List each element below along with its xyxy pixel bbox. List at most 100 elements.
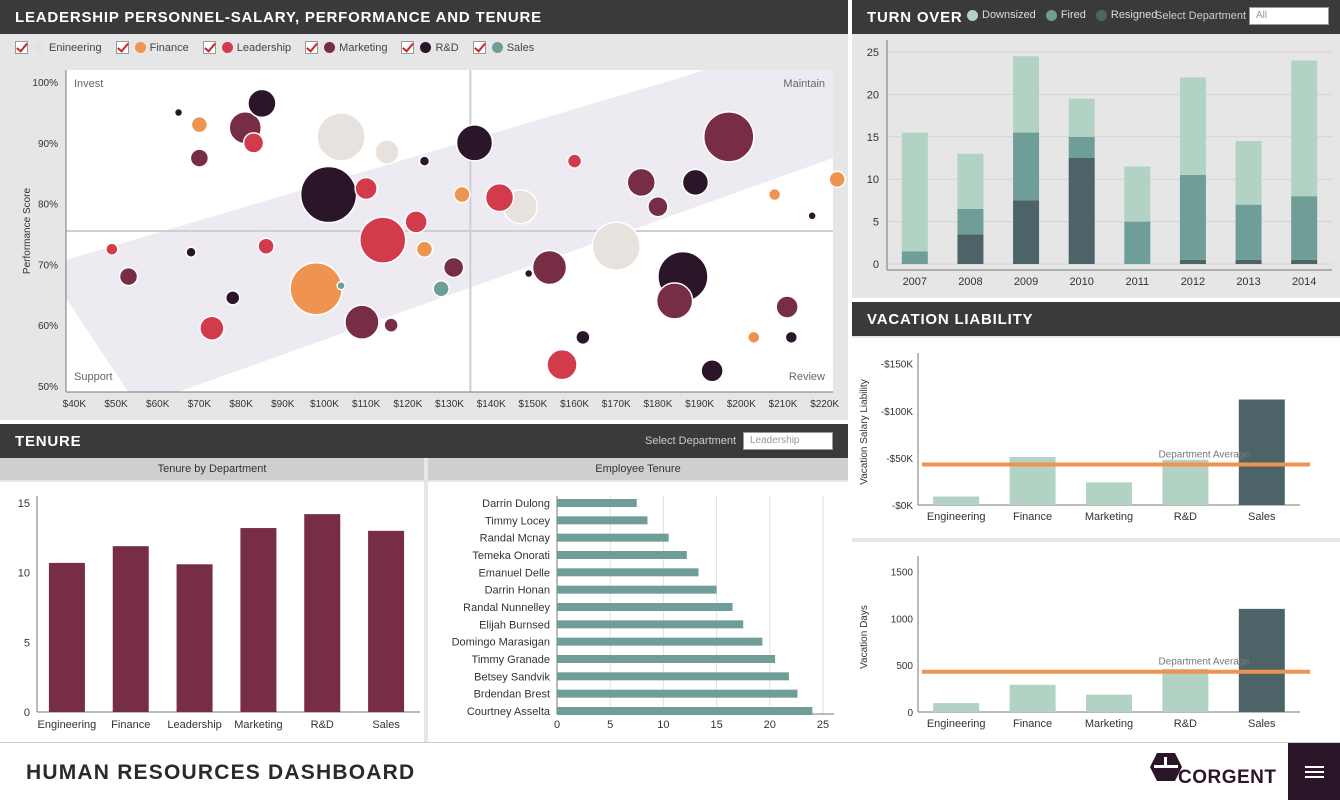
x-tick-label: 2008 bbox=[958, 276, 982, 288]
scatter-point bbox=[681, 168, 710, 197]
legend-item[interactable]: Enineering bbox=[15, 41, 102, 54]
x-tick-label: Marketing bbox=[234, 719, 282, 731]
employee-name-label: Betsey Sandvik bbox=[474, 671, 550, 683]
employee-name-label: Randal Mcnay bbox=[480, 533, 551, 545]
scatter-point bbox=[189, 148, 210, 168]
x-tick-label: $40K bbox=[63, 399, 87, 410]
turnover-select-label: Select Department bbox=[1155, 10, 1247, 22]
x-tick-label: $160K bbox=[560, 399, 589, 410]
legend-item[interactable]: R&D bbox=[401, 41, 459, 54]
scatter-point bbox=[442, 256, 465, 279]
x-tick-label: 2014 bbox=[1292, 276, 1316, 288]
x-tick-label: 2013 bbox=[1236, 276, 1260, 288]
legend-swatch bbox=[34, 42, 45, 53]
scatter-point bbox=[344, 304, 380, 340]
tenure-panel: TENURE Select Department Leadership Tenu… bbox=[0, 424, 848, 742]
turnover-bar-segment bbox=[1235, 259, 1262, 264]
turnover-chart: 0 5 10 15 20 25 2007 2008 2009 2010 2011 2012 2013 20… bbox=[867, 40, 1332, 288]
checkbox-checked-icon[interactable] bbox=[305, 41, 319, 54]
vacation-header: VACATION LIABILITY bbox=[852, 302, 1340, 336]
y-tick-label: 20 bbox=[867, 89, 879, 101]
menu-line-icon bbox=[1305, 766, 1324, 768]
legend-swatch bbox=[324, 42, 336, 53]
checkbox-checked-icon[interactable] bbox=[202, 41, 216, 54]
menu-button[interactable] bbox=[1288, 743, 1340, 800]
y-tick-label: 25 bbox=[867, 47, 879, 59]
x-tick-label: $120K bbox=[393, 399, 422, 410]
checkbox-checked-icon[interactable] bbox=[472, 41, 486, 54]
x-tick-label: 2010 bbox=[1069, 276, 1093, 288]
y-tick-label: 70% bbox=[38, 260, 58, 271]
employee-name-label: Timmy Locey bbox=[485, 515, 550, 527]
legend-swatch bbox=[1045, 9, 1057, 21]
x-tick-label: $50K bbox=[104, 399, 128, 410]
y-tick-label: 0 bbox=[907, 708, 913, 719]
checkbox-checked-icon[interactable] bbox=[115, 41, 129, 54]
legend-item[interactable]: Finance bbox=[115, 41, 189, 54]
employee-tenure-bar bbox=[557, 603, 733, 611]
y-tick-label: 100% bbox=[32, 78, 58, 89]
x-tick-label: Finance bbox=[1013, 511, 1052, 523]
checkbox-checked-icon[interactable] bbox=[401, 41, 415, 54]
vacation-title: VACATION LIABILITY bbox=[867, 311, 1034, 328]
scatter-point bbox=[418, 155, 431, 167]
x-tick-label: Finance bbox=[1013, 718, 1052, 730]
employee-tenure-bar bbox=[557, 620, 744, 629]
turnover-bar-segment bbox=[1179, 77, 1206, 175]
legend-swatch bbox=[134, 42, 146, 53]
employee-name-label: Emanuel Delle bbox=[478, 567, 550, 579]
x-tick-label: Marketing bbox=[1085, 511, 1133, 523]
quadrant-label-review: Review bbox=[789, 371, 825, 383]
vacation-bar bbox=[933, 703, 980, 712]
checkbox-checked-icon[interactable] bbox=[15, 41, 28, 54]
scatter-point bbox=[383, 317, 399, 333]
legend-label: Enineering bbox=[49, 41, 102, 54]
scatter-title: LEADERSHIP PERSONNEL-SALARY, PERFORMANCE… bbox=[15, 9, 542, 26]
y-tick-label: 1000 bbox=[891, 614, 914, 625]
scatter-point bbox=[336, 280, 346, 291]
legend-item[interactable]: Marketing bbox=[305, 41, 387, 54]
y-tick-label: -$100K bbox=[881, 407, 914, 418]
x-tick-label: Sales bbox=[372, 719, 400, 731]
legend-item[interactable]: Resigned bbox=[1095, 9, 1157, 21]
tenure-by-department-header: Tenure by Department bbox=[0, 458, 424, 480]
x-tick-label: 2009 bbox=[1014, 276, 1038, 288]
scatter-point bbox=[591, 221, 641, 271]
x-tick-label: $60K bbox=[146, 399, 170, 410]
vacation-panel: VACATION LIABILITY -$0K -$50K -$100K -$150K… bbox=[852, 302, 1340, 742]
scatter-chart: Invest Maintain Support Review 50% 60% 70% 80% 9… bbox=[22, 70, 846, 410]
turnover-bar-segment bbox=[1291, 196, 1318, 260]
turnover-department-select[interactable]: All bbox=[1249, 7, 1329, 25]
x-tick-label: $130K bbox=[435, 399, 464, 410]
tenure-department-select[interactable]: Leadership bbox=[743, 432, 833, 450]
tenure-charts: 0 5 10 15 Engineering Finance Leadership Market… bbox=[0, 482, 848, 742]
turnover-bar-segment bbox=[1291, 60, 1318, 197]
scatter-point bbox=[173, 107, 184, 118]
x-tick-label: 5 bbox=[607, 719, 613, 731]
brand-logo[interactable]: CORGENT bbox=[1150, 753, 1280, 793]
legend-item[interactable]: Sales bbox=[472, 41, 534, 54]
legend-label: Fired bbox=[1060, 9, 1086, 21]
legend-item[interactable]: Leadership bbox=[202, 41, 291, 54]
x-tick-label: $90K bbox=[271, 399, 295, 410]
employee-name-label: Brdendan Brest bbox=[474, 689, 550, 701]
legend-label: Marketing bbox=[339, 41, 388, 54]
scatter-point bbox=[700, 358, 724, 383]
x-tick-label: Engineering bbox=[927, 511, 986, 523]
employee-tenure-bar bbox=[557, 672, 789, 681]
employee-tenure-bar bbox=[557, 707, 813, 715]
vacation-bar bbox=[933, 496, 980, 505]
legend-swatch bbox=[420, 42, 432, 53]
x-tick-label: 20 bbox=[764, 719, 776, 731]
legend-label: R&D bbox=[435, 41, 459, 54]
legend-item[interactable]: Fired bbox=[1045, 9, 1086, 21]
scatter-point bbox=[807, 211, 817, 221]
legend-item[interactable]: Downsized bbox=[967, 9, 1036, 21]
scatter-point bbox=[242, 132, 265, 154]
tenure-department-bar bbox=[112, 546, 149, 712]
turnover-bar-segment bbox=[1179, 259, 1206, 264]
department-average-label: Department Average bbox=[1158, 657, 1250, 668]
scatter-point bbox=[575, 329, 591, 346]
scatter-point bbox=[316, 112, 366, 162]
scatter-point bbox=[767, 187, 782, 202]
